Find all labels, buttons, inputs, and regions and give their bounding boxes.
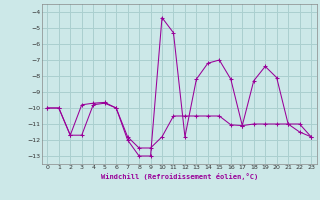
X-axis label: Windchill (Refroidissement éolien,°C): Windchill (Refroidissement éolien,°C) xyxy=(100,173,258,180)
